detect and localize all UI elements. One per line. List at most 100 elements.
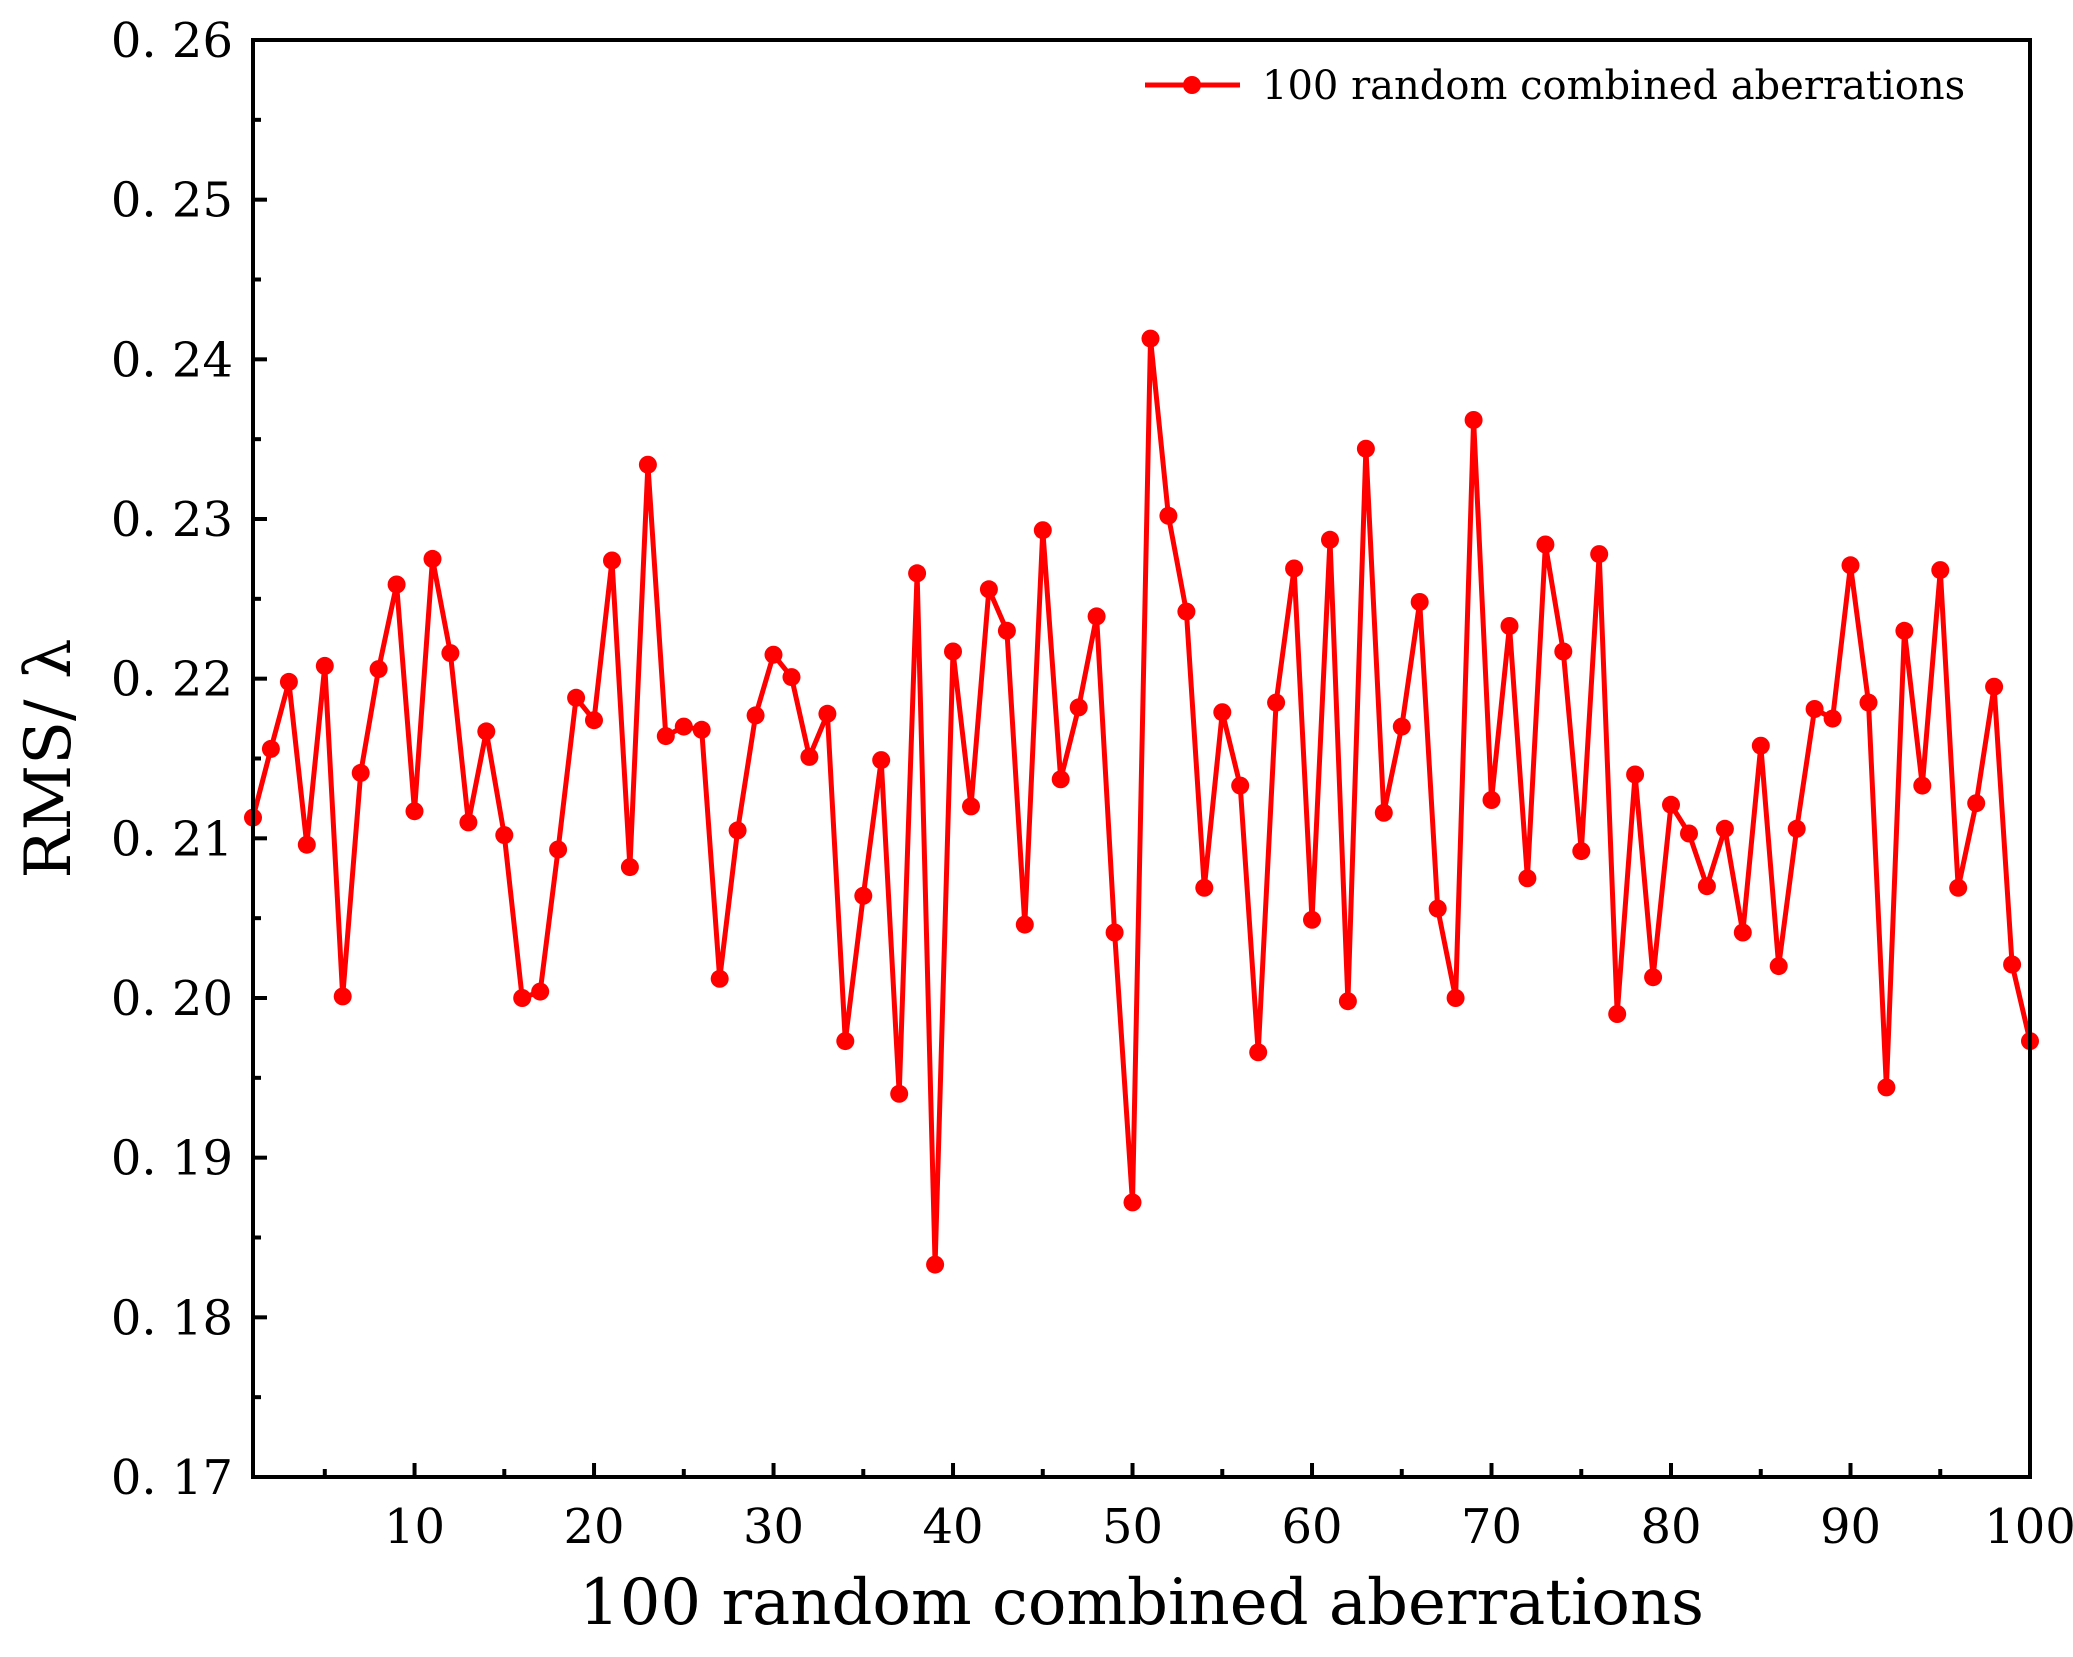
data-point [1410,593,1429,611]
legend: 100 random combined aberrations [1145,63,1965,109]
data-point [1626,765,1645,784]
series-layer [244,329,2039,1274]
data-point [908,564,927,583]
data-point [369,660,388,679]
data-point [1015,915,1034,934]
data-point [1141,329,1160,348]
data-point [585,711,603,730]
data-point [1985,677,2004,696]
data-point [1321,530,1339,549]
x-tick-label: 70 [1461,1499,1522,1555]
data-point [1231,776,1250,795]
data-point [1805,700,1824,718]
data-point [1267,693,1286,712]
data-point [423,549,442,568]
data-point [1877,1078,1896,1097]
data-point [979,580,998,599]
data-point [315,656,334,675]
data-point [1033,521,1052,540]
data-point [1518,869,1537,888]
data-point [1087,607,1106,626]
data-point [1697,877,1716,896]
data-point [836,1032,855,1051]
data-point [477,722,496,741]
data-point [1428,899,1447,918]
legend-label: 100 random combined aberrations [1262,63,1965,109]
data-point [728,821,747,840]
data-point [1787,819,1806,838]
data-point [926,1255,945,1274]
y-axis-title: RMS/ λ [12,638,86,878]
data-point [854,886,873,905]
data-point [1249,1043,1268,1062]
data-point [1590,545,1609,564]
data-point [746,706,765,725]
data-point [1123,1193,1142,1212]
data-point [459,813,478,832]
data-point [531,982,550,1001]
data-point [1213,703,1232,722]
data-point [549,840,568,859]
data-point [405,802,424,821]
data-point [1482,791,1501,809]
data-point [567,688,586,707]
data-point [1554,642,1573,661]
x-tick-label: 100 [1984,1499,2073,1555]
x-tick-label: 10 [384,1499,445,1555]
data-point [1285,559,1304,578]
data-point [1338,992,1357,1011]
y-tick-label: 0. 18 [111,1290,233,1346]
data-point [1159,506,1178,525]
data-point [890,1084,909,1103]
data-point [513,989,532,1007]
data-point [261,739,280,758]
data-point [1931,561,1950,580]
x-tick-label: 50 [1102,1499,1163,1555]
data-point [495,826,514,845]
data-point [782,668,801,687]
data-point [1356,439,1375,458]
data-point [1303,910,1321,929]
x-tick-label: 80 [1640,1499,1701,1555]
data-point [1895,621,1914,640]
data-point [1751,736,1770,755]
data-point [962,797,980,816]
data-point [351,763,370,782]
data-point [441,644,460,663]
data-point [1841,556,1860,575]
x-tick-label: 30 [743,1499,804,1555]
data-point [1572,842,1591,861]
y-tick-label: 0. 23 [111,492,233,548]
data-point [764,645,783,664]
data-point [1195,878,1214,897]
data-point [1823,709,1842,728]
data-point [1680,824,1698,843]
data-point [800,747,819,766]
data-point [1374,803,1393,822]
data-point [1733,923,1752,942]
data-point [944,642,962,661]
plot-frame [251,38,2032,1479]
y-tick-label: 0. 21 [111,811,233,867]
data-point [1769,957,1788,976]
y-tick-label: 0. 20 [111,971,233,1027]
data-point [1608,1005,1627,1023]
data-point [1967,794,1986,813]
y-tick-label: 0. 24 [111,332,233,388]
data-point [1464,411,1483,429]
data-point [1644,968,1663,987]
data-point [1069,698,1088,717]
y-tick-label: 0. 17 [111,1450,233,1506]
data-point [674,717,693,736]
data-point [1913,776,1932,795]
y-tick-label: 0. 26 [111,13,233,69]
y-tick-label: 0. 19 [111,1131,233,1187]
data-point [692,720,711,739]
x-tick-label: 40 [922,1499,983,1555]
data-point [333,987,352,1006]
data-point [279,672,298,691]
data-point [1859,693,1878,712]
data-point [1051,770,1070,789]
y-tick-label: 0. 25 [111,173,233,229]
